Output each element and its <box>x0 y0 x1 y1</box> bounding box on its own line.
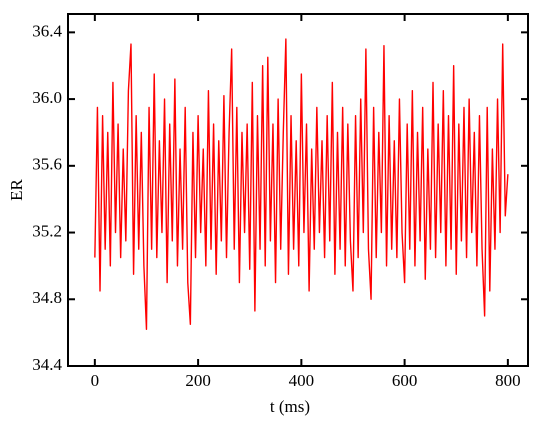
x-tick-label: 0 <box>91 371 100 390</box>
y-tick-label: 36.0 <box>32 88 62 107</box>
x-tick-label: 600 <box>392 371 418 390</box>
y-tick-label: 34.8 <box>32 288 62 307</box>
y-tick-label: 36.4 <box>32 21 62 40</box>
x-tick-label: 800 <box>495 371 521 390</box>
plot-frame <box>67 13 529 367</box>
data-line <box>94 38 509 330</box>
y-tick-label: 35.6 <box>32 155 62 174</box>
x-tick-label: 200 <box>185 371 211 390</box>
y-tick-label: 35.2 <box>32 221 62 240</box>
x-tick-label: 400 <box>289 371 315 390</box>
x-axis-label: t (ms) <box>270 397 310 416</box>
y-axis-label: ER <box>7 178 26 200</box>
y-tick-label: 34.4 <box>32 355 62 374</box>
